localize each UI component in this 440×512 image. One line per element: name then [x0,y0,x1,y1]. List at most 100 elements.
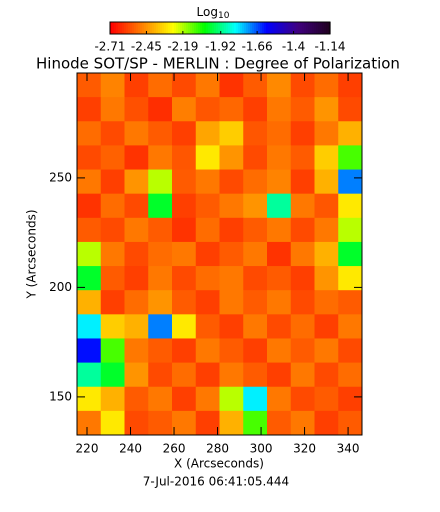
heatmap-cell [219,145,244,171]
colorbar-segment [282,22,285,34]
x-tick-label: 220 [76,442,99,456]
heatmap-cell [290,362,315,388]
heatmap-cell [243,266,268,291]
colorbar-segment [262,22,265,34]
heatmap-cell [267,338,292,364]
colorbar-segment [130,22,133,34]
heatmap-cell [243,217,268,243]
colorbar-segment [120,22,123,34]
heatmap-cell [290,410,315,436]
heatmap-cell [338,97,363,122]
heatmap-cell [290,386,315,412]
colorbar-segment [228,22,231,34]
heatmap-cell [267,241,292,267]
heatmap-cell [243,145,268,171]
heatmap-cell [77,410,102,436]
heatmap-cell [100,386,125,412]
y-tick-label: 200 [49,280,72,294]
heatmap-cell [100,121,125,146]
heatmap-cell [172,97,197,122]
heatmap-cell [267,73,292,98]
heatmap-cell [172,73,197,98]
heatmap-cell [100,193,125,219]
heatmap-cell [314,121,339,146]
colorbar-label: Log10 [197,5,230,21]
colorbar-segment [200,22,203,34]
heatmap-cell [290,169,315,195]
heatmap-cell [148,290,173,315]
colorbar-segment [252,22,255,34]
heatmap-cell [124,386,149,412]
colorbar-label-sub: 10 [218,11,230,21]
plot-frame [76,72,363,436]
colorbar-segment [274,22,277,34]
colorbar-segment [206,22,209,34]
heatmap-cell [338,217,363,243]
x-axis-label: X (Arcseconds) [174,457,264,471]
x-tick-label: 320 [293,442,316,456]
colorbar-segment [158,22,161,34]
colorbar-segment [302,22,305,34]
heatmap-cell [77,241,102,267]
heatmap-cell [314,314,339,339]
heatmap-cell [100,266,125,291]
heatmap-cell [338,314,363,339]
colorbar-segment [208,22,211,34]
heatmap-cell [172,338,197,364]
heatmap-cell [124,241,149,267]
heatmap-cell [77,266,102,291]
colorbar-segment [114,22,117,34]
colorbar-segment [118,22,121,34]
colorbar-segment [154,22,157,34]
colorbar-segment [142,22,145,34]
heatmap-cell [100,314,125,339]
colorbar-segment [166,22,169,34]
heatmap-cell [338,145,363,171]
heatmap-cell [148,314,173,339]
heatmap-cell [77,217,102,243]
colorbar-segment [240,22,243,34]
heatmap-cell [124,97,149,122]
colorbar-segment [306,22,309,34]
heatmap-cell [243,241,268,267]
heatmap-cell [148,145,173,171]
colorbar-segment [280,22,283,34]
heatmap-cell [77,169,102,195]
heatmap-cell [338,121,363,146]
colorbar-segment [198,22,201,34]
colorbar-segment [250,22,253,34]
heatmap-cell [195,410,220,436]
colorbar-segment [290,22,293,34]
heatmap-cell [219,121,244,146]
colorbar-segment [316,22,319,34]
heatmap-cell [219,241,244,267]
heatmap-cell [100,410,125,436]
heatmap-cell [219,314,244,339]
colorbar-segment [270,22,273,34]
colorbar-segment [320,22,323,34]
heatmap-cell [243,193,268,219]
heatmap-cell [219,338,244,364]
heatmap-cell [267,314,292,339]
colorbar-segment [170,22,173,34]
heatmap-cell [195,386,220,412]
colorbar-segment [138,22,141,34]
heatmap-cell [172,217,197,243]
heatmap-cell [77,145,102,171]
colorbar-segment [248,22,251,34]
colorbar-tick-label: -2.71 [94,40,125,54]
heatmap-cell [172,145,197,171]
heatmap-cell [243,314,268,339]
colorbar-segment [110,22,113,34]
heatmap-cell [338,410,363,436]
colorbar-segment [176,22,179,34]
heatmap-cell [195,290,220,315]
colorbar-segment [254,22,257,34]
heatmap-cell [338,266,363,291]
heatmap-cell [338,386,363,412]
colorbar-segment [260,22,263,34]
heatmap-cell [338,193,363,219]
colorbar-segment [294,22,297,34]
heatmap-cell [172,362,197,388]
